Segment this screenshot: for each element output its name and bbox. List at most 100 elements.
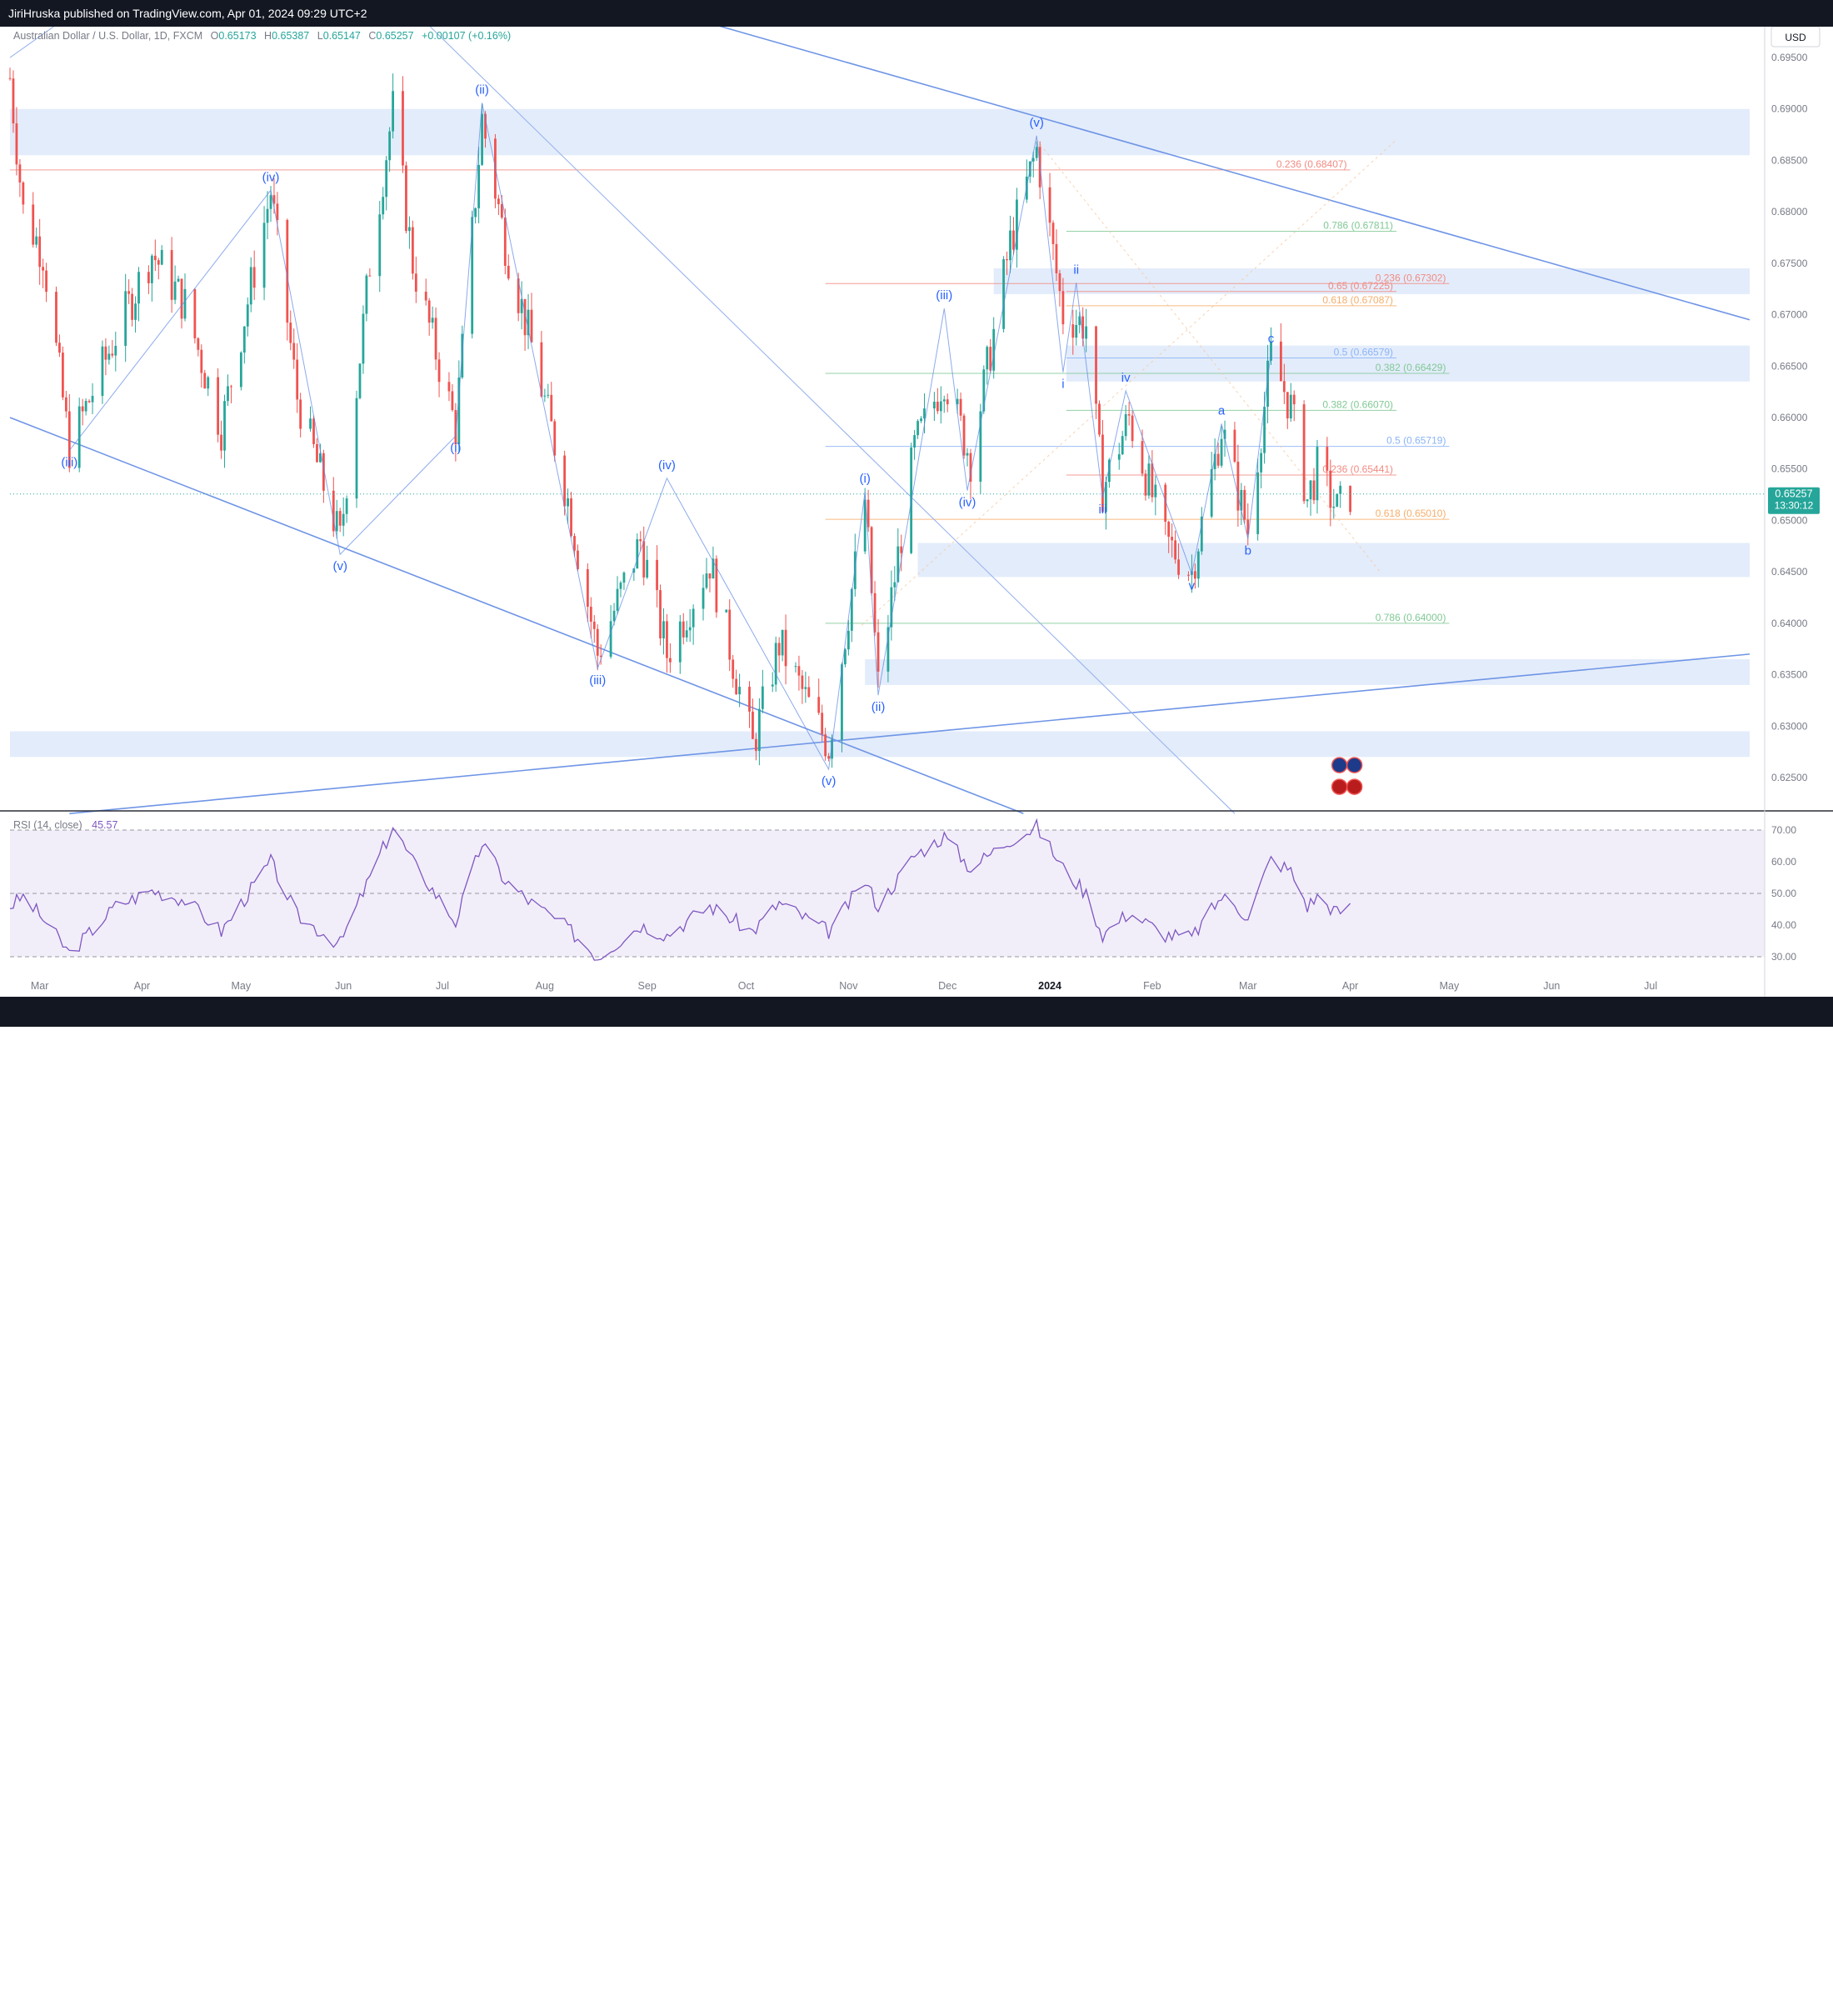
candle: [77, 398, 81, 473]
candle-body: [956, 398, 959, 405]
candle-body: [1085, 326, 1088, 339]
candle: [893, 566, 897, 601]
time-tick: Sep: [638, 980, 657, 992]
currency-button[interactable]: [1771, 27, 1821, 48]
dotted-projections: [861, 139, 1397, 626]
candle-body: [616, 588, 619, 611]
candle: [316, 438, 318, 463]
candle: [81, 398, 84, 426]
candle-body: [563, 455, 567, 507]
symbol-legend[interactable]: Australian Dollar / U.S. Dollar, 1D, FXC…: [13, 30, 511, 42]
candle: [682, 613, 685, 645]
tradingview-logo[interactable]: ◢ TradingView: [10, 2001, 92, 2016]
candle: [424, 278, 427, 306]
price-axis[interactable]: 0.69500 0.69000 0.68500 0.68000 0.67500 0.670…: [1771, 52, 1808, 783]
candle: [289, 310, 292, 351]
candle-body: [946, 399, 949, 405]
high-value: 0.65387: [272, 30, 309, 42]
candle: [890, 570, 893, 641]
candle: [1071, 309, 1075, 355]
time-axis[interactable]: Mar Apr May Jun Jul Aug Sep Oct Nov Dec 2024 Feb Mar…: [31, 980, 1657, 992]
candle: [1171, 523, 1174, 558]
time-tick: Mar: [1239, 980, 1257, 992]
price-tick: 0.69000: [1771, 103, 1808, 115]
candle-body: [1171, 537, 1174, 541]
candle-body: [1095, 326, 1097, 404]
candle-body: [61, 353, 64, 398]
time-tick: Aug: [536, 980, 554, 992]
candle: [342, 497, 345, 537]
price-zone: [993, 268, 1750, 294]
candle: [1210, 452, 1213, 518]
candle-body: [1031, 158, 1035, 162]
candle: [477, 147, 481, 223]
wave-label: (iv): [658, 458, 676, 473]
candle-body: [708, 573, 712, 579]
candle-body: [1349, 485, 1351, 513]
flag-icon: [1331, 757, 1348, 773]
candle: [817, 678, 821, 715]
candle-body: [1266, 360, 1269, 408]
candle-body: [153, 255, 157, 261]
candle-body: [319, 453, 322, 463]
candle-body: [296, 359, 299, 400]
candle-body: [577, 550, 579, 569]
candle: [636, 533, 639, 569]
candle-body: [385, 160, 388, 198]
candle: [979, 403, 982, 494]
candle: [1151, 450, 1154, 503]
candle-body: [530, 309, 533, 343]
candle: [1279, 323, 1282, 382]
candle: [847, 619, 850, 656]
candle-body: [877, 632, 880, 672]
candle-body: [471, 217, 474, 334]
candle: [1121, 431, 1124, 456]
candle: [1105, 476, 1107, 530]
projection-line: [1036, 139, 1381, 573]
candle-body: [966, 453, 969, 456]
candle-body: [685, 630, 688, 638]
candle-body: [962, 415, 966, 456]
candle-body: [1263, 407, 1266, 453]
candle-body: [246, 304, 249, 327]
candle-body: [847, 630, 850, 650]
candle: [781, 629, 784, 662]
price-tick: 0.67500: [1771, 258, 1808, 269]
price-zone: [10, 108, 1750, 156]
candle: [1312, 468, 1316, 504]
candle: [1048, 173, 1051, 237]
candle: [992, 317, 996, 379]
candle: [639, 531, 642, 552]
candle-body: [1200, 516, 1203, 552]
candle-body: [207, 377, 210, 389]
candle: [732, 654, 735, 688]
candle-body: [986, 347, 989, 370]
candle-body: [101, 346, 104, 397]
candle: [821, 704, 824, 742]
candle: [685, 620, 688, 643]
candle-body: [1246, 519, 1250, 534]
candle: [784, 614, 787, 685]
candle: [1117, 443, 1121, 470]
candle: [547, 383, 550, 398]
candle: [358, 363, 362, 400]
candle-body: [1236, 462, 1240, 511]
candle: [794, 662, 797, 673]
candle-body: [757, 708, 761, 752]
candle-body: [1256, 472, 1260, 534]
candle: [451, 383, 454, 412]
price-chart[interactable]: 0.236 (0.68407) 0.786 (0.67811) 0.236 (0.6…: [0, 27, 1833, 997]
candle: [262, 206, 266, 301]
trend-line: [429, 27, 1236, 814]
candle-body: [609, 621, 612, 658]
candle: [1055, 229, 1058, 282]
candle-body: [666, 621, 668, 658]
candle: [702, 574, 705, 621]
price-tick: 0.68500: [1771, 154, 1808, 166]
candle: [632, 568, 636, 582]
candle: [497, 194, 500, 216]
candle-body: [916, 421, 919, 436]
candle-body: [91, 396, 94, 403]
rsi-legend[interactable]: RSI (14, close) 45.57: [13, 819, 117, 831]
rsi-axis[interactable]: 70.00 60.00 50.00 40.00 30.00: [1771, 824, 1796, 963]
